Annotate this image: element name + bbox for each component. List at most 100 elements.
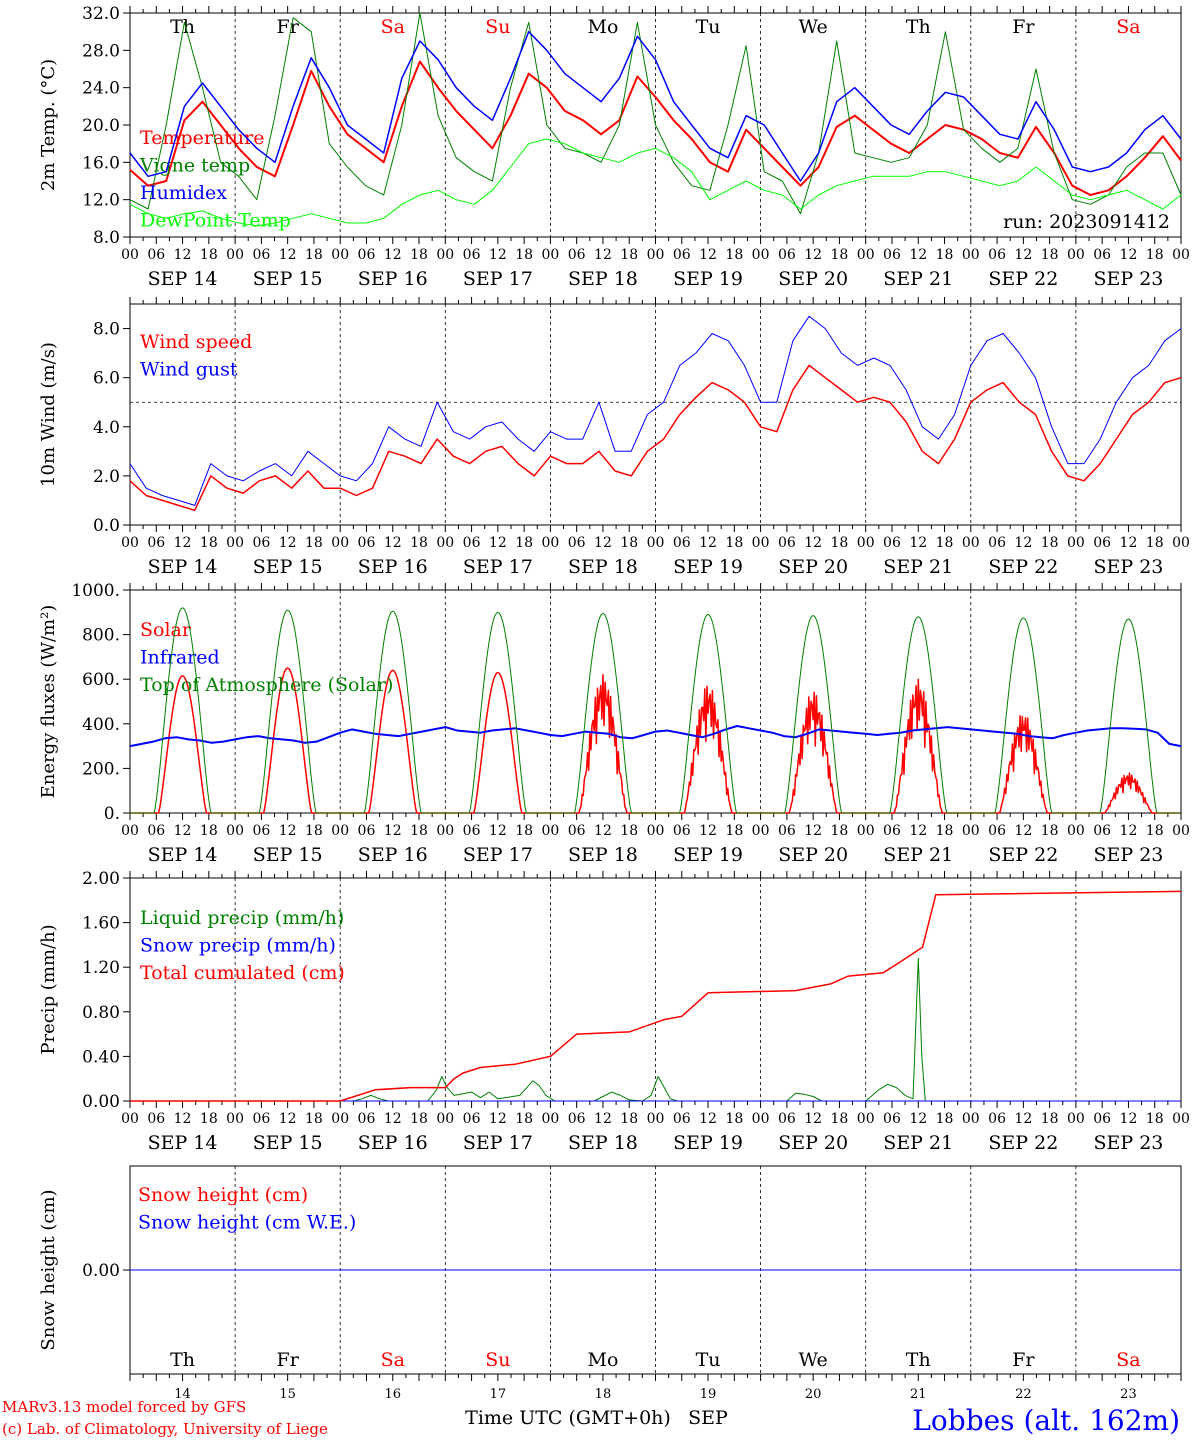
weekday-label: Tu [696, 16, 721, 38]
x-hour-label: 18 [831, 247, 849, 263]
x-hour-label: 00 [857, 823, 875, 839]
x-hour-label: 12 [489, 535, 507, 551]
y-tick-label: 0.80 [82, 1003, 120, 1023]
x-hour-label: 12 [384, 823, 402, 839]
x-hour-label: 00 [647, 247, 665, 263]
weekday-label: Sa [381, 16, 405, 38]
x-hour-label: 12 [174, 823, 192, 839]
x-hour-label: 12 [174, 247, 192, 263]
y-tick-label: 200. [82, 759, 120, 779]
x-hour-label: 00 [752, 1111, 770, 1127]
x-hour-label: 12 [699, 823, 717, 839]
x-hour-label: 18 [305, 823, 323, 839]
x-hour-label: 18 [200, 823, 218, 839]
x-day-label: SEP 19 [673, 1132, 743, 1154]
x-hour-label: 06 [252, 1111, 270, 1127]
x-hour-label: 12 [594, 1111, 612, 1127]
x-hour-label: 06 [673, 1111, 691, 1127]
x-day-label: SEP 20 [778, 268, 848, 290]
x-hour-label: 00 [1172, 1111, 1190, 1127]
y-tick-label: 8.0 [93, 228, 120, 248]
x-hour-label: 00 [226, 247, 244, 263]
x-hour-label: 12 [384, 247, 402, 263]
x-hour-label: 00 [857, 535, 875, 551]
x-hour-label: 00 [436, 535, 454, 551]
x-hour-label: 06 [147, 1111, 165, 1127]
x-hour-label: 06 [778, 1111, 796, 1127]
x-hour-label: 06 [568, 823, 586, 839]
y-tick-label: 0.0 [93, 516, 120, 536]
x-hour-label: 00 [1172, 823, 1190, 839]
series-line-dewpoint-temp [129, 138, 1182, 227]
x-day-label: SEP 17 [463, 1132, 533, 1154]
weekday-label: Sa [381, 1349, 405, 1371]
x-hour-label: 06 [1093, 535, 1111, 551]
x-hour-label: 00 [226, 823, 244, 839]
y-tick-label: 6.0 [93, 369, 120, 389]
x-day-label: SEP 17 [463, 844, 533, 866]
x-hour-label: 18 [1146, 823, 1164, 839]
y-tick-label: 800. [82, 626, 120, 646]
x-day-label: SEP 15 [253, 1132, 323, 1154]
x-hour-label: 00 [962, 823, 980, 839]
x-hour-label: 12 [804, 1111, 822, 1127]
x-hour-label: 18 [831, 1111, 849, 1127]
y-axis-label: Energy fluxes (W/m²) [38, 605, 59, 799]
x-hour-label: 06 [673, 535, 691, 551]
x-hour-label: 06 [147, 247, 165, 263]
x-day-number: 16 [384, 1387, 401, 1402]
weekday-label: Fr [277, 1349, 300, 1371]
x-hour-label: 06 [358, 247, 376, 263]
x-day-number: 22 [1015, 1387, 1032, 1402]
x-hour-label: 12 [1014, 823, 1032, 839]
x-hour-label: 18 [1146, 247, 1164, 263]
weekday-label: Th [906, 1349, 931, 1371]
x-hour-label: 00 [962, 247, 980, 263]
x-hour-label: 00 [1172, 535, 1190, 551]
x-day-label: SEP 23 [1094, 556, 1164, 578]
x-hour-label: 18 [620, 247, 638, 263]
x-hour-label: 00 [436, 823, 454, 839]
x-day-label: SEP 23 [1094, 844, 1164, 866]
x-day-label: SEP 21 [883, 844, 953, 866]
x-day-label: SEP 16 [358, 556, 428, 578]
x-day-label: SEP 18 [568, 844, 638, 866]
legend-entry: Snow precip (mm/h) [140, 935, 336, 957]
weekday-label: Fr [277, 16, 300, 38]
x-hour-label: 00 [1172, 247, 1190, 263]
x-day-label: SEP 19 [673, 268, 743, 290]
x-day-number: 18 [595, 1387, 612, 1402]
x-hour-label: 00 [647, 535, 665, 551]
x-hour-label: 18 [1041, 247, 1059, 263]
legend-entry: Total cumulated (cm) [140, 962, 345, 984]
x-hour-label: 18 [725, 1111, 743, 1127]
y-tick-label: 16.0 [82, 153, 120, 173]
x-day-number: 19 [700, 1387, 717, 1402]
x-hour-label: 18 [620, 823, 638, 839]
x-hour-label: 18 [620, 535, 638, 551]
x-hour-label: 18 [725, 247, 743, 263]
x-hour-label: 12 [489, 247, 507, 263]
x-day-label: SEP 22 [988, 1132, 1058, 1154]
y-axis-label: Snow height (cm) [38, 1189, 59, 1350]
x-hour-label: 18 [410, 1111, 428, 1127]
legend-entry: Infrared [140, 647, 220, 669]
x-hour-label: 12 [804, 247, 822, 263]
x-hour-label: 12 [909, 823, 927, 839]
x-day-label: SEP 22 [988, 844, 1058, 866]
x-day-label: SEP 23 [1094, 268, 1164, 290]
x-day-label: SEP 15 [253, 844, 323, 866]
x-hour-label: 06 [568, 1111, 586, 1127]
series-line-wind-speed [129, 364, 1182, 512]
x-hour-label: 18 [515, 1111, 533, 1127]
x-day-label: SEP 21 [883, 268, 953, 290]
weekday-label: We [799, 16, 828, 38]
x-hour-label: 06 [1093, 247, 1111, 263]
y-tick-label: 2.00 [82, 869, 120, 889]
y-tick-label: 1000. [71, 581, 120, 601]
x-hour-label: 18 [936, 535, 954, 551]
x-hour-label: 18 [936, 823, 954, 839]
x-hour-label: 06 [883, 823, 901, 839]
legend-entry: Solar [140, 619, 192, 641]
